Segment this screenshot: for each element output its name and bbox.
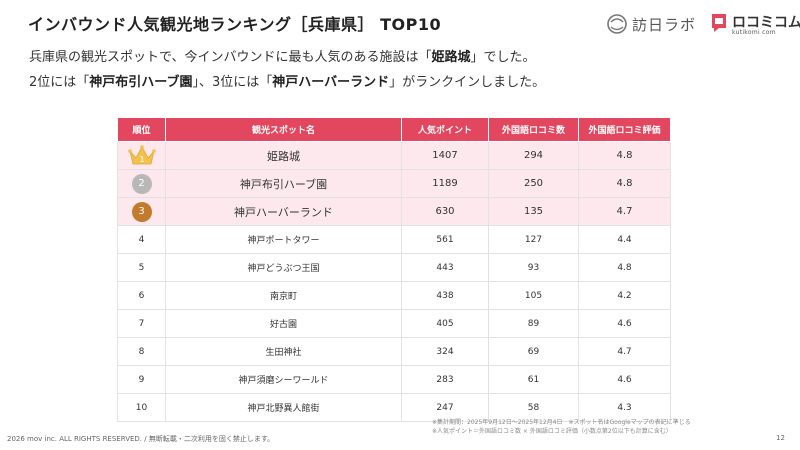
description-line-1: 兵庫県の観光スポットで、今インバウンドに最も人気のある施設は「姫路城」でした。 xyxy=(29,50,536,65)
points-cell: 1189 xyxy=(401,169,489,198)
note-line-1: ※集計期間：2025年9月12日〜2025年12月4日 ※スポット名はGoogl… xyxy=(432,419,691,426)
houjin-lab-logo: 訪日ラボ xyxy=(606,12,698,36)
houjin-logo-icon xyxy=(607,14,627,34)
table-row: 3 神戸ハーバーランド 630 135 4.7 xyxy=(117,197,671,226)
spot-name-cell: 生田神社 xyxy=(165,337,402,366)
rank-cell: 6 xyxy=(117,281,166,310)
rating-cell: 4.8 xyxy=(578,169,671,198)
points-cell: 324 xyxy=(401,337,489,366)
header-review-rating: 外国語ロコミ評価 xyxy=(578,117,671,142)
rating-cell: 4.4 xyxy=(578,225,671,254)
speech-bubble-icon xyxy=(712,14,726,32)
rank-cell: 1 xyxy=(117,141,166,170)
rating-cell: 4.6 xyxy=(578,365,671,394)
review-count-cell: 58 xyxy=(488,393,579,422)
rank-cell: 2 xyxy=(117,169,166,198)
bronze-rank-badge: 3 xyxy=(131,201,152,222)
silver-rank-badge: 2 xyxy=(131,173,152,194)
rating-cell: 4.8 xyxy=(578,253,671,282)
kuchikomi-logo-subtext: kutikomi com xyxy=(732,29,776,36)
rating-cell: 4.6 xyxy=(578,309,671,338)
spot-name-cell: 姫路城 xyxy=(165,141,402,170)
points-cell: 405 xyxy=(401,309,489,338)
table-row: 1 姫路城 1407 294 4.8 xyxy=(117,141,671,170)
table-row: 6 南京町 438 105 4.2 xyxy=(117,281,671,310)
table-row: 5 神戸どうぶつ王国 443 93 4.8 xyxy=(117,253,671,282)
table-row: 7 好古園 405 89 4.6 xyxy=(117,309,671,338)
rating-cell: 4.7 xyxy=(578,337,671,366)
svg-text:1: 1 xyxy=(139,155,144,164)
points-cell: 561 xyxy=(401,225,489,254)
review-count-cell: 61 xyxy=(488,365,579,394)
rank-cell: 4 xyxy=(117,225,166,254)
points-cell: 283 xyxy=(401,365,489,394)
copyright-footer: 2026 mov inc. ALL RIGHTS RESERVED. / 無断転… xyxy=(7,435,275,443)
rating-cell: 4.3 xyxy=(578,393,671,422)
gold-crown-icon: 1 xyxy=(127,144,156,164)
header-review-count: 外国語ロコミ数 xyxy=(488,117,579,142)
rank-cell: 10 xyxy=(117,393,166,422)
spot-name-cell: 神戸どうぶつ王国 xyxy=(165,253,402,282)
rating-cell: 4.7 xyxy=(578,197,671,226)
second-spot-name: 神戸布引ハーブ園 xyxy=(89,75,193,90)
table-row: 4 神戸ポートタワー 561 127 4.4 xyxy=(117,225,671,254)
review-count-cell: 135 xyxy=(488,197,579,226)
page-title: インバウンド人気観光地ランキング［兵庫県］ TOP10 xyxy=(28,15,442,34)
rank-cell: 9 xyxy=(117,365,166,394)
third-spot-name: 神戸ハーバーランド xyxy=(272,75,390,90)
review-count-cell: 294 xyxy=(488,141,579,170)
spot-name-cell: 神戸ハーバーランド xyxy=(165,197,402,226)
table-header-row: 順位 観光スポット名 人気ポイント 外国語ロコミ数 外国語ロコミ評価 xyxy=(117,117,671,142)
table-row: 10 神戸北野異人館街 247 58 4.3 xyxy=(117,393,671,422)
points-cell: 247 xyxy=(401,393,489,422)
rank-cell: 5 xyxy=(117,253,166,282)
rating-cell: 4.2 xyxy=(578,281,671,310)
spot-name-cell: 神戸北野異人館街 xyxy=(165,393,402,422)
table-row: 9 神戸須磨シーワールド 283 61 4.6 xyxy=(117,365,671,394)
header-spot-name: 観光スポット名 xyxy=(165,117,402,142)
points-cell: 630 xyxy=(401,197,489,226)
rank-cell: 3 xyxy=(117,197,166,226)
header-popularity-points: 人気ポイント xyxy=(401,117,489,142)
review-count-cell: 250 xyxy=(488,169,579,198)
review-count-cell: 89 xyxy=(488,309,579,338)
top-spot-name: 姫路城 xyxy=(431,50,471,65)
spot-name-cell: 神戸ポートタワー xyxy=(165,225,402,254)
houjin-logo-text: 訪日ラボ xyxy=(632,15,697,34)
points-cell: 1407 xyxy=(401,141,489,170)
note-line-2: ※人気ポイント＝外国語ロコミ数 × 外国語ロコミ評価（小数点第2位以下も計算に含… xyxy=(432,428,672,435)
ranking-table: 順位 観光スポット名 人気ポイント 外国語ロコミ数 外国語ロコミ評価 1 姫路城… xyxy=(117,117,671,422)
methodology-notes: ※集計期間：2025年9月12日〜2025年12月4日 ※スポット名はGoogl… xyxy=(432,418,691,436)
kuchikomi-logo-text: ロコミコム xyxy=(732,15,800,31)
spot-name-cell: 神戸須磨シーワールド xyxy=(165,365,402,394)
description-line-2: 2位には「神戸布引ハーブ園」、3位には「神戸ハーバーランド」がランクインしました… xyxy=(29,75,546,90)
header-rank: 順位 xyxy=(117,117,166,142)
table-row: 2 神戸布引ハーブ園 1189 250 4.8 xyxy=(117,169,671,198)
review-count-cell: 93 xyxy=(488,253,579,282)
rank-cell: 7 xyxy=(117,309,166,338)
spot-name-cell: 南京町 xyxy=(165,281,402,310)
review-count-cell: 127 xyxy=(488,225,579,254)
rank-cell: 8 xyxy=(117,337,166,366)
rating-cell: 4.8 xyxy=(578,141,671,170)
spot-name-cell: 神戸布引ハーブ園 xyxy=(165,169,402,198)
kuchikomi-com-logo: ロコミコム kutikomi com xyxy=(710,11,800,39)
spot-name-cell: 好古園 xyxy=(165,309,402,338)
review-count-cell: 69 xyxy=(488,337,579,366)
table-row: 8 生田神社 324 69 4.7 xyxy=(117,337,671,366)
page-number: 12 xyxy=(776,434,785,442)
points-cell: 438 xyxy=(401,281,489,310)
points-cell: 443 xyxy=(401,253,489,282)
review-count-cell: 105 xyxy=(488,281,579,310)
